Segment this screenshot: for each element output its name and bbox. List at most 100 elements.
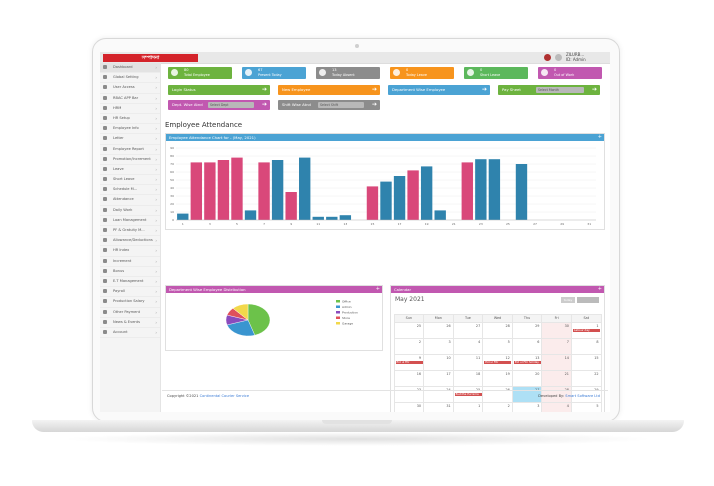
avatar[interactable] xyxy=(555,54,562,61)
calendar-day-cell[interactable]: 4 xyxy=(452,337,484,355)
calendar-day-cell[interactable]: 29 xyxy=(511,321,543,339)
sidebar-item[interactable]: Other Payment › xyxy=(100,308,160,318)
month-select[interactable]: Select Month xyxy=(536,87,584,93)
sidebar-item[interactable]: Allowance/Deductions › xyxy=(100,236,160,247)
attendance-bar[interactable] xyxy=(271,160,284,220)
sidebar-item[interactable]: HR Index › xyxy=(100,246,160,257)
calendar-day-cell[interactable]: 22 xyxy=(570,369,602,387)
calendar-today-button[interactable]: today xyxy=(561,297,575,303)
calendar-day-cell[interactable]: 2 xyxy=(393,337,425,355)
calendar-day-cell[interactable]: 30 xyxy=(393,401,425,412)
calendar-event[interactable]: Labour day xyxy=(572,328,600,332)
attendance-bar[interactable] xyxy=(366,186,379,220)
sidebar-item[interactable]: E.T Management › xyxy=(100,277,160,288)
sidebar-item[interactable]: RBAC APP Bar › xyxy=(100,94,160,104)
calendar-day-cell[interactable]: 2 xyxy=(482,401,513,412)
quick-action-button[interactable]: Login Status ➔ xyxy=(168,85,270,95)
attendance-bar[interactable] xyxy=(380,181,392,220)
attendance-bar[interactable] xyxy=(258,162,270,220)
attendance-bar[interactable] xyxy=(244,210,257,220)
attendance-bar[interactable] xyxy=(190,162,203,220)
calendar-day-cell[interactable]: 17 xyxy=(423,369,454,387)
sidebar-item[interactable]: Employee Report › xyxy=(100,145,160,155)
calendar-day-cell[interactable]: 18 xyxy=(452,369,484,387)
calendar-event[interactable]: Eid ul Fitr xyxy=(395,360,423,364)
calendar-day-cell[interactable]: 15 xyxy=(570,353,602,371)
calendar-day-cell[interactable]: 4 xyxy=(541,401,572,412)
calendar-day-cell[interactable]: 21 xyxy=(541,369,572,387)
pie-slice[interactable] xyxy=(247,303,271,336)
calendar-day-cell[interactable]: 14 xyxy=(541,353,572,371)
summary-tile[interactable]: 67 Present Today xyxy=(242,67,306,79)
calendar-day-cell[interactable]: 20 xyxy=(511,369,543,387)
calendar-day-cell[interactable]: 3 xyxy=(511,401,543,412)
calendar-event[interactable]: Buddha Purnima xyxy=(454,392,482,396)
attendance-bar[interactable] xyxy=(461,162,473,220)
calendar-day-cell[interactable]: 3 xyxy=(423,337,454,355)
sidebar-item[interactable]: HR Setup › xyxy=(100,114,160,125)
summary-tile[interactable]: 13 Today Absent xyxy=(316,67,380,79)
calendar-day-cell[interactable]: 16 xyxy=(393,369,425,387)
calendar-day-cell[interactable]: 9 Eid ul Fitr xyxy=(393,353,425,371)
expand-icon[interactable]: + xyxy=(597,134,602,140)
attendance-bar[interactable] xyxy=(177,213,189,220)
calendar-day-cell[interactable]: 5 xyxy=(482,337,513,355)
pie-slice[interactable] xyxy=(226,319,256,337)
sidebar-item[interactable]: PF & Gratuity M... › xyxy=(100,226,160,237)
attendance-bar[interactable] xyxy=(285,192,297,220)
sidebar-item[interactable]: Short Leave › xyxy=(100,175,160,186)
calendar-day-cell[interactable]: 11 xyxy=(452,353,484,371)
calendar-day-cell[interactable]: 30 xyxy=(541,321,572,339)
calendar-event[interactable]: Eid ul Fitr holiday xyxy=(513,360,541,364)
calendar-day-cell[interactable]: 8 xyxy=(570,337,602,355)
sidebar-item[interactable]: Leave › xyxy=(100,165,160,176)
calendar-event[interactable]: Eid ul Fitr xyxy=(484,360,512,364)
calendar-day-cell[interactable]: 25 xyxy=(393,321,425,339)
sidebar-item[interactable]: User Access › xyxy=(100,83,160,94)
calendar-day-cell[interactable]: 10 xyxy=(423,353,454,371)
pie-slice[interactable] xyxy=(232,303,249,321)
calendar-day-cell[interactable]: 27 xyxy=(452,321,484,339)
calendar-day-cell[interactable]: 7 xyxy=(541,337,572,355)
attendance-bar[interactable] xyxy=(393,176,406,220)
attendance-bar[interactable] xyxy=(407,170,419,220)
quick-action-button[interactable]: Pay Sheet Select Month ➔ xyxy=(498,85,600,95)
sidebar-item[interactable]: HRM › xyxy=(100,104,160,114)
expand-icon[interactable]: + xyxy=(375,286,380,292)
company-link[interactable]: Continental Courier Service xyxy=(199,394,250,398)
user-info[interactable]: ZILURB... ID: Admin xyxy=(566,52,606,62)
calendar-day-cell[interactable]: 13 Eid ul Fitr holiday xyxy=(511,353,543,371)
sidebar-item[interactable]: Letter › xyxy=(100,134,160,145)
attendance-bar[interactable] xyxy=(434,210,446,220)
attendance-bar[interactable] xyxy=(339,215,352,220)
notification-icon[interactable] xyxy=(544,54,551,61)
calendar-day-cell[interactable]: 26 xyxy=(423,321,454,339)
summary-tile[interactable]: 80 Total Employee xyxy=(168,67,232,79)
calendar-day-cell[interactable]: 1 xyxy=(452,401,484,412)
attendance-bar[interactable] xyxy=(488,159,501,220)
sidebar-item[interactable]: Account › xyxy=(100,328,160,339)
calendar-day-cell[interactable]: 31 xyxy=(423,401,454,412)
filter-select[interactable]: Select Shift xyxy=(318,102,364,108)
attendance-bar[interactable] xyxy=(312,216,324,220)
attendance-bar[interactable] xyxy=(326,216,338,220)
sidebar-item[interactable]: Production Salary › xyxy=(100,297,160,308)
summary-tile[interactable]: 0 Today Leave xyxy=(390,67,454,79)
attendance-bar[interactable] xyxy=(475,159,487,220)
calendar-day-cell[interactable]: 5 xyxy=(570,401,602,412)
developer-link[interactable]: Smart Software Ltd xyxy=(565,394,600,398)
sidebar-item[interactable]: Dashboard › xyxy=(100,63,160,74)
sidebar-item[interactable]: Attendance › xyxy=(100,195,160,206)
sidebar-item[interactable]: Bonus › xyxy=(100,267,160,277)
sidebar-item[interactable]: Daily Work › xyxy=(100,206,160,216)
sidebar-item[interactable]: Schedule M... › xyxy=(100,185,160,196)
calendar-day-cell[interactable]: 12 Eid ul Fitr xyxy=(482,353,513,371)
quick-action-button[interactable]: New Employee ➔ xyxy=(278,85,380,95)
calendar-day-cell[interactable]: 6 xyxy=(511,337,543,355)
quick-action-button[interactable]: Shift Wise Atnd Select Shift ➔ xyxy=(278,100,380,110)
quick-action-button[interactable]: Department Wise Employee ➔ xyxy=(388,85,490,95)
attendance-bar[interactable] xyxy=(204,162,216,220)
attendance-bar[interactable] xyxy=(299,157,311,220)
expand-icon[interactable]: + xyxy=(597,286,602,292)
sidebar-item[interactable]: Global Setting › xyxy=(100,73,160,84)
